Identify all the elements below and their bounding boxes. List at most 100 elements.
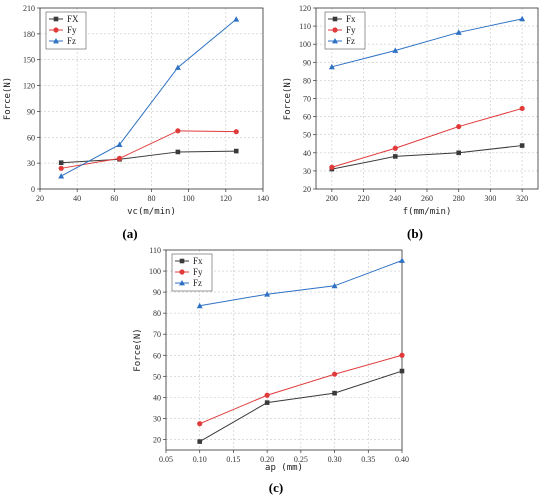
y-tick-label: 210 (23, 4, 35, 13)
x-tick-label: 240 (389, 194, 401, 203)
data-point-fy (116, 155, 123, 162)
y-tick-label: 60 (153, 351, 161, 360)
data-point-fz (392, 47, 399, 53)
data-point-fz (328, 63, 335, 70)
y-tick-label: 90 (303, 58, 311, 67)
y-tick-label: 80 (153, 309, 161, 318)
y-tick-label: 70 (303, 95, 311, 104)
panel-label: (c) (269, 480, 283, 495)
legend-label-fz: Fz (346, 36, 355, 46)
data-point-fz (331, 282, 338, 289)
x-tick-label: 20 (36, 194, 44, 203)
y-tick-label: 60 (27, 133, 35, 142)
data-point-fz (174, 64, 181, 70)
chart-b-force-vs-feed-rate: 200 220 240 260 280 300 320 20 30 40 50 60 70 80 90 100… (283, 4, 539, 241)
y-tick-label: 40 (303, 149, 311, 158)
x-tick-label: 0.30 (328, 455, 342, 464)
legend-label-fy: Fy (67, 25, 77, 35)
legend-marker-fy (332, 27, 338, 33)
y-tick-label: 30 (153, 414, 161, 423)
data-point-fz (233, 16, 240, 22)
data-point-fx (233, 148, 239, 154)
x-tick-label: 120 (220, 194, 232, 203)
plot-frame (165, 249, 403, 451)
y-tick-label: 20 (303, 185, 311, 194)
y-tick-label: 80 (303, 76, 311, 85)
data-point-fx (399, 368, 405, 374)
data-point-fy (233, 129, 239, 135)
data-point-fx (456, 150, 462, 156)
y-tick-label: 180 (23, 30, 35, 39)
y-tick-label: 150 (23, 56, 35, 65)
data-point-fy (519, 105, 525, 112)
data-point-fx (392, 154, 398, 159)
y-tick-label: 60 (303, 113, 311, 122)
x-tick-label: 0.40 (395, 455, 409, 464)
x-tick-label: 80 (148, 194, 156, 203)
legend-label-fz: Fz (193, 278, 202, 288)
data-point-fx (175, 149, 181, 155)
x-tick-label: 200 (326, 194, 338, 203)
data-point-fz (58, 173, 65, 179)
x-tick-label: 320 (516, 194, 528, 203)
series-line-fx (61, 150, 237, 164)
x-tick-label: 0.20 (260, 455, 274, 464)
x-tick-label: 0.05 (159, 455, 173, 464)
y-tick-label: 0 (31, 185, 35, 194)
x-tick-label: 40 (73, 194, 81, 203)
data-point-fy (264, 392, 270, 398)
y-tick-label: 110 (149, 246, 161, 255)
x-axis-title: vc(m/min) (127, 207, 176, 217)
legend-marker-fy (179, 269, 185, 275)
x-tick-label: 60 (110, 194, 118, 203)
series-line-fy (331, 107, 523, 168)
data-point-fz (399, 257, 405, 263)
x-tick-label: 0.35 (361, 455, 375, 464)
x-tick-label: 0.15 (226, 455, 240, 464)
data-point-fx (58, 160, 64, 166)
y-tick-label: 50 (153, 372, 161, 381)
data-point-fy (197, 421, 203, 427)
series-line-fy (61, 130, 237, 169)
y-axis-title: Force(N) (283, 77, 293, 120)
legend-marker-fx (332, 16, 338, 22)
legend-label-fx: Fx (346, 14, 356, 24)
x-tick-label: 140 (257, 194, 269, 203)
x-tick-label: 280 (453, 194, 465, 203)
legend-label-fx: Fx (193, 256, 203, 266)
series-line-fz (331, 18, 523, 68)
x-tick-label: 220 (358, 194, 370, 203)
legend-marker-fz (332, 38, 338, 44)
y-axis-title: Force(N) (133, 328, 143, 371)
y-tick-label: 120 (299, 4, 311, 13)
data-point-fx (332, 390, 337, 396)
legend-marker-fz (53, 38, 59, 44)
x-axis-title: f(mm/min) (403, 207, 452, 217)
data-point-fx (519, 143, 525, 148)
data-point-fy (58, 165, 64, 171)
data-point-fz (264, 291, 271, 297)
legend-marker-fx (179, 258, 185, 264)
data-point-fy (392, 145, 398, 151)
y-tick-label: 30 (303, 167, 311, 176)
chart-c-force-vs-depth-of-cut: 0.05 0.10 0.15 0.20 0.25 0.30 0.35 0.40 20 30 40 50… (133, 246, 409, 495)
y-tick-label: 30 (27, 159, 35, 168)
y-tick-label: 40 (153, 393, 161, 402)
legend-label-fz: Fz (67, 36, 76, 46)
data-point-fy (399, 352, 405, 358)
y-tick-label: 20 (153, 435, 161, 444)
y-tick-label: 70 (153, 330, 161, 339)
legend-marker-fy (53, 27, 59, 33)
data-point-fz (455, 29, 462, 35)
series-line-fx (331, 145, 523, 170)
y-tick-label: 110 (299, 22, 311, 31)
legend-marker-fx (53, 16, 59, 22)
chart-a-force-vs-cutting-speed: 20 40 60 80 100 120 140 0 30 60 90 120 150 180 210 vc(m… (3, 4, 269, 241)
legend-marker-fz (179, 280, 185, 286)
panel-label: (b) (407, 226, 423, 241)
y-tick-label: 50 (303, 131, 311, 140)
